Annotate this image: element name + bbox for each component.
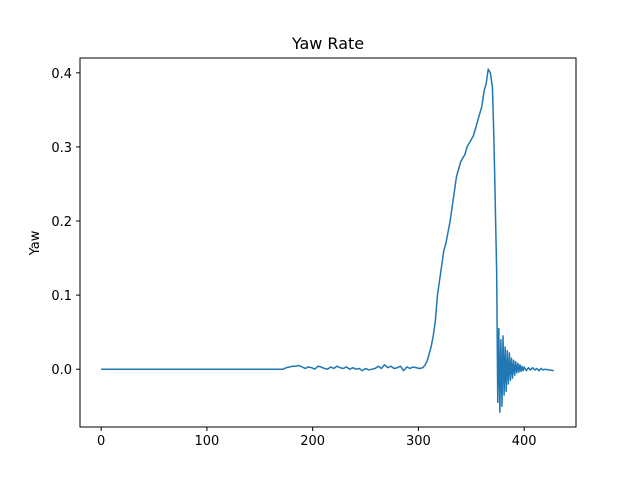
x-tick-label: 400 [512,434,537,449]
y-axis: 0.0 0.1 0.2 0.3 0.4 [51,67,80,378]
y-tick-label: 0.2 [51,215,72,230]
x-axis: 0 100 200 300 400 [97,427,537,449]
y-tick-label: 0.0 [51,363,72,378]
x-tick-label: 300 [406,434,431,449]
chart-title: Yaw Rate [291,34,364,53]
x-tick-label: 0 [97,434,105,449]
y-axis-label: Yaw [28,230,43,256]
x-tick-label: 200 [300,434,325,449]
series-line-0 [101,68,554,413]
y-tick-label: 0.1 [51,289,72,304]
x-tick-label: 100 [194,434,219,449]
y-tick-label: 0.3 [51,141,72,156]
y-tick-label: 0.4 [51,67,72,82]
axes-frame [79,57,577,428]
plot-area [101,68,554,413]
